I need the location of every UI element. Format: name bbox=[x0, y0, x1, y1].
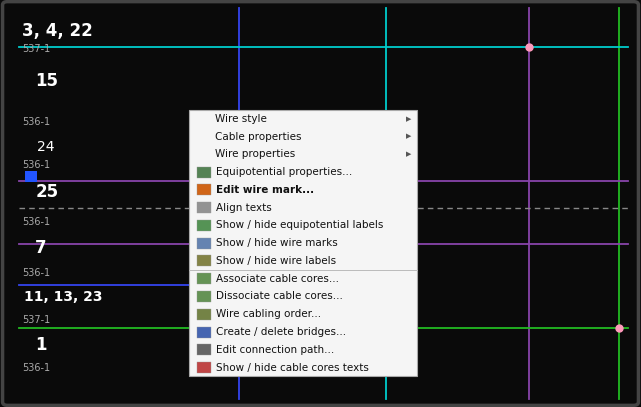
Bar bbox=[197, 362, 211, 373]
Text: Create / delete bridges...: Create / delete bridges... bbox=[216, 327, 346, 337]
Text: Align texts: Align texts bbox=[216, 203, 272, 212]
Text: Cable properties: Cable properties bbox=[215, 131, 301, 142]
Text: 3, 4, 22: 3, 4, 22 bbox=[22, 22, 93, 39]
Bar bbox=[197, 326, 211, 337]
Bar bbox=[197, 309, 211, 320]
Text: Wire properties: Wire properties bbox=[215, 149, 295, 159]
Text: Associate cable cores...: Associate cable cores... bbox=[216, 274, 339, 284]
Bar bbox=[197, 256, 211, 267]
Text: Show / hide wire marks: Show / hide wire marks bbox=[216, 238, 338, 248]
Text: Show / hide cable cores texts: Show / hide cable cores texts bbox=[216, 363, 369, 372]
Text: Wire style: Wire style bbox=[215, 114, 267, 124]
Bar bbox=[197, 166, 211, 177]
Text: 536-1: 536-1 bbox=[22, 217, 51, 227]
Text: 536-1: 536-1 bbox=[22, 117, 51, 127]
Text: 24: 24 bbox=[37, 140, 54, 153]
Text: ▶: ▶ bbox=[406, 133, 412, 140]
Text: Edit wire mark...: Edit wire mark... bbox=[216, 185, 314, 195]
Text: 1: 1 bbox=[35, 336, 47, 354]
Text: 536-1: 536-1 bbox=[22, 363, 51, 373]
Text: 25: 25 bbox=[35, 183, 58, 201]
Text: 11, 13, 23: 11, 13, 23 bbox=[24, 290, 103, 304]
Text: 7: 7 bbox=[35, 239, 47, 257]
Text: ▶: ▶ bbox=[406, 151, 412, 158]
Text: Wire cabling order...: Wire cabling order... bbox=[216, 309, 321, 319]
Text: Show / hide equipotential labels: Show / hide equipotential labels bbox=[216, 221, 383, 230]
Text: ▶: ▶ bbox=[406, 116, 412, 122]
Bar bbox=[189, 110, 417, 376]
Text: 537-1: 537-1 bbox=[22, 315, 51, 325]
Text: Edit connection path...: Edit connection path... bbox=[216, 345, 334, 355]
Text: Equipotential properties...: Equipotential properties... bbox=[216, 167, 353, 177]
Text: 536-1: 536-1 bbox=[22, 268, 51, 278]
Bar bbox=[197, 220, 211, 231]
Text: Show / hide wire labels: Show / hide wire labels bbox=[216, 256, 336, 266]
Bar bbox=[197, 184, 211, 195]
Text: Dissociate cable cores...: Dissociate cable cores... bbox=[216, 291, 343, 302]
Text: 536-1: 536-1 bbox=[22, 160, 51, 170]
Text: 537-1: 537-1 bbox=[22, 44, 51, 54]
Bar bbox=[197, 273, 211, 284]
FancyBboxPatch shape bbox=[3, 2, 638, 405]
Bar bbox=[197, 238, 211, 249]
Bar bbox=[25, 171, 37, 182]
Bar bbox=[197, 202, 211, 213]
Bar bbox=[197, 344, 211, 355]
Bar bbox=[197, 291, 211, 302]
Text: 15: 15 bbox=[35, 72, 58, 90]
